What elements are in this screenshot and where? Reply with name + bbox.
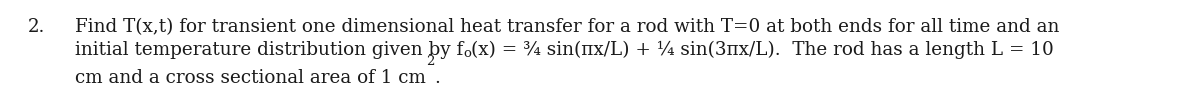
Text: 2: 2 [426,55,434,68]
Text: initial temperature distribution given by f: initial temperature distribution given b… [74,41,463,59]
Text: o: o [463,47,472,60]
Text: cm and a cross sectional area of 1 cm: cm and a cross sectional area of 1 cm [74,69,426,87]
Text: Find T(x,t) for transient one dimensional heat transfer for a rod with T=0 at bo: Find T(x,t) for transient one dimensiona… [74,18,1060,36]
Text: .: . [434,69,440,87]
Text: 2.: 2. [28,18,46,36]
Text: (x) = ¾ sin(πx/L) + ¼ sin(3πx/L).  The rod has a length L = 10: (x) = ¾ sin(πx/L) + ¼ sin(3πx/L). The ro… [472,41,1054,59]
